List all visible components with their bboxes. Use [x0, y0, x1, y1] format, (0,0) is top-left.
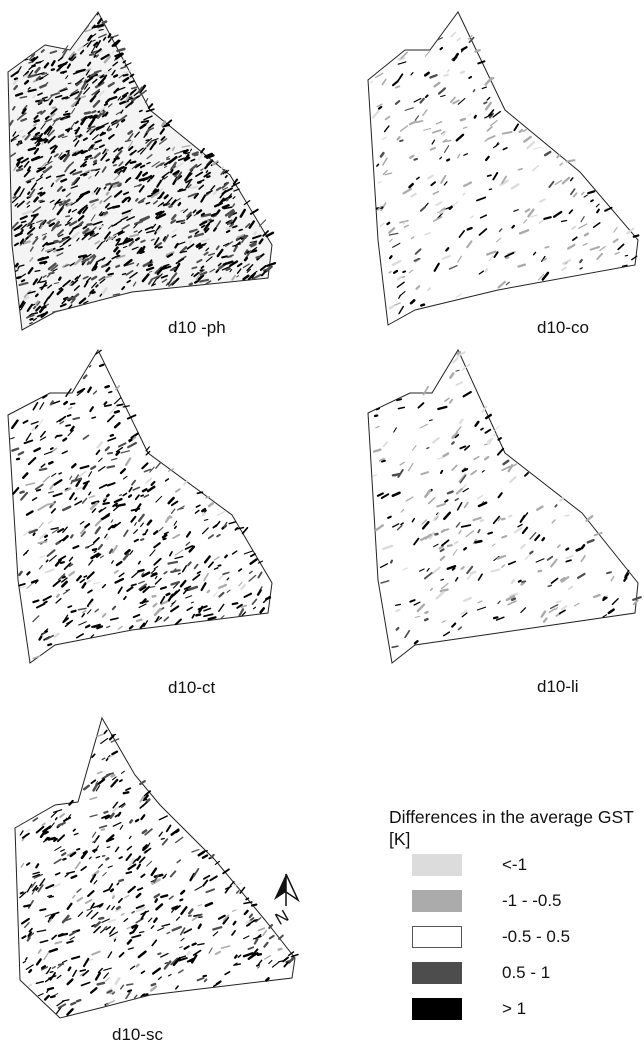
terrain-map-sc — [14, 716, 299, 1019]
legend-swatch — [412, 962, 462, 984]
legend-swatch — [412, 854, 462, 876]
map-panel-co: d10-co — [320, 0, 644, 345]
terrain-map-ct — [7, 348, 273, 664]
panel-label-li: d10-li — [537, 677, 579, 696]
terrain-map-ph — [7, 11, 276, 331]
map-panel-li: d10-li — [320, 345, 644, 696]
legend-swatch — [412, 998, 462, 1020]
panel-label-sc: d10-sc — [112, 1025, 164, 1044]
panel-label-ct: d10-ct — [168, 678, 216, 697]
legend-label: <-1 — [502, 855, 528, 874]
legend-label: -1 - -0.5 — [502, 891, 562, 910]
map-panel-ph: d10 -ph — [0, 0, 320, 345]
legend-label: -0.5 - 0.5 — [502, 927, 571, 946]
terrain-map-li — [367, 348, 642, 664]
terrain-map-co — [367, 11, 640, 326]
north-arrow-icon: N — [268, 872, 304, 962]
legend-label: > 1 — [502, 999, 527, 1018]
map-panel-ct: d10-ct — [0, 345, 320, 697]
panel-label-co: d10-co — [537, 318, 589, 337]
panel-label-ph: d10 -ph — [168, 318, 226, 337]
legend-label: 0.5 - 1 — [502, 963, 551, 982]
map-panel-sc: d10-sc — [0, 690, 320, 1048]
legend-title: Differences in the average GST [K] — [389, 807, 634, 849]
legend-swatch — [412, 890, 462, 912]
legend: Differences in the average GST [K] <-1 -… — [389, 806, 644, 1020]
legend-swatch — [412, 926, 462, 948]
